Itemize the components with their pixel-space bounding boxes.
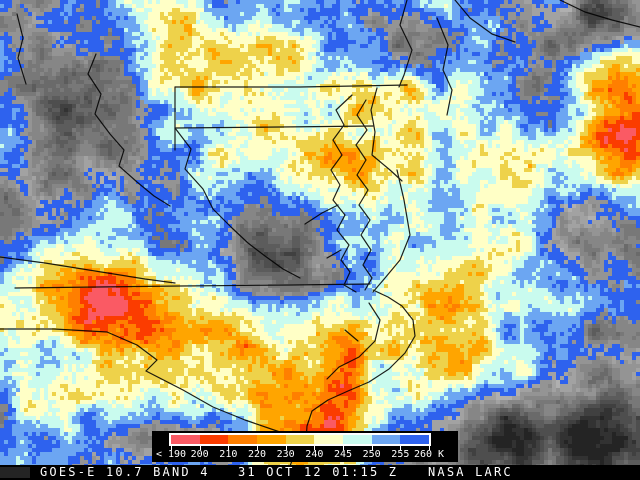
color-scale-segment	[285, 435, 315, 444]
color-scale-segment	[371, 435, 401, 444]
timestamp: 31 OCT 12 01:15 Z	[238, 465, 399, 479]
color-scale-tick-label: 230	[276, 449, 295, 460]
color-scale-tick	[371, 446, 373, 450]
color-scale-tick-label: 245	[333, 449, 353, 460]
color-scale-tick-label: 250	[362, 449, 381, 460]
color-scale-tick-label: < 190	[155, 449, 187, 460]
color-scale-segment	[342, 435, 372, 444]
color-scale-tick	[429, 446, 430, 450]
color-scale-tick-label: 240	[305, 449, 324, 460]
status-bar: GOES-E 10.7 BAND 4 31 OCT 12 01:15 Z NAS…	[0, 465, 640, 480]
color-scale-tick	[400, 446, 402, 450]
color-scale-tick	[199, 446, 201, 450]
color-scale-tick	[285, 446, 287, 450]
credit-label: NASA LARC	[428, 465, 513, 479]
color-scale-segment	[400, 435, 429, 444]
color-scale-tick-label: 210	[219, 449, 238, 460]
color-scale-segment	[171, 435, 200, 444]
color-scale-tick-label: 200	[190, 449, 209, 460]
color-scale-tick	[228, 446, 230, 450]
color-scale-legend: < 190 200 210 220 230 240 245 250 255 260 K	[152, 431, 458, 462]
color-scale-tick	[257, 446, 258, 450]
corner-block	[0, 467, 30, 478]
color-scale-tick	[314, 446, 316, 450]
color-scale-segment	[256, 435, 286, 444]
color-scale-segment	[199, 435, 229, 444]
color-scale-segment	[228, 435, 257, 444]
color-scale-tick	[343, 446, 344, 450]
color-scale-tick-label: 255	[391, 449, 410, 460]
color-scale-tick	[171, 446, 172, 450]
color-scale-bar	[169, 433, 431, 446]
product-title: GOES-E 10.7 BAND 4	[40, 465, 210, 479]
color-scale-tick-label: 260 K	[413, 449, 445, 460]
color-scale-segment	[314, 435, 343, 444]
color-scale-tick-label: 220	[247, 449, 267, 460]
